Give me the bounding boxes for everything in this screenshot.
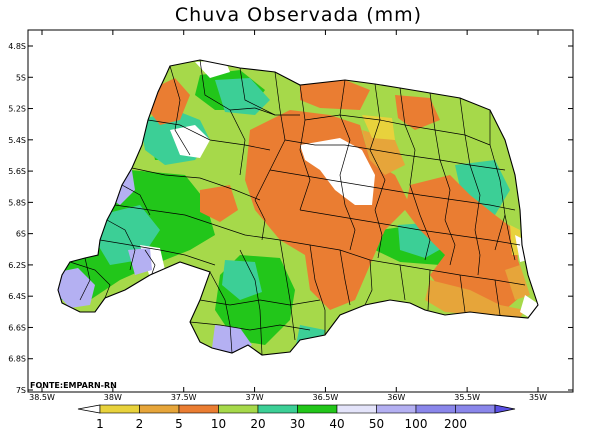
colorbar-label: 10 <box>211 417 226 431</box>
lon-tick-label: 35W <box>529 393 547 402</box>
rainfall-zone-white-northwest <box>170 125 210 158</box>
rainfall-zone-white-central <box>300 138 375 205</box>
colorbar-min-arrow <box>77 404 101 414</box>
map-title: Chuva Observada (mm) <box>174 4 423 26</box>
colorbar-label: 100 <box>405 417 428 431</box>
rainfall-zone-lavender-west <box>58 268 95 308</box>
colorbar-label: 5 <box>175 417 183 431</box>
lat-tick-label: 6.8S <box>8 355 26 364</box>
colorbar-segment <box>297 404 338 414</box>
rainfall-zone-gold-east <box>505 265 530 300</box>
lat-tick-label: 5S <box>16 73 26 82</box>
colorbar-label: 2 <box>136 417 144 431</box>
lat-tick-label: 4.8S <box>8 42 26 51</box>
municipality-boundaries <box>69 60 526 355</box>
latitude-axis: 4.8S 5S 5.2S 5.4S 5.6S 5.8S 6S 6.2S 6.4S 6.6S 6.8S… <box>8 42 573 395</box>
lat-tick-label: 6S <box>16 230 26 239</box>
lon-tick-label: 37W <box>246 393 264 402</box>
rainfall-zone-orange-northeast <box>395 95 440 130</box>
rainfall-zone-orange-north <box>300 80 370 110</box>
colorbar-segment <box>178 404 219 414</box>
lat-tick-label: 5.6S <box>8 167 26 176</box>
colorbar-label: 40 <box>329 417 344 431</box>
lat-tick-label: 7S <box>16 386 26 395</box>
colorbar-label: 1 <box>96 417 104 431</box>
colorbar-label: 50 <box>369 417 384 431</box>
rainfall-zone-orange-west <box>200 185 238 222</box>
colorbar-label: 20 <box>250 417 265 431</box>
lat-tick-label: 5.4S <box>8 136 26 145</box>
lon-tick-label: 37.5W <box>171 393 197 402</box>
lat-tick-label: 5.2S <box>8 105 26 114</box>
rainfall-zone-teal-south <box>222 260 262 300</box>
colorbar-max-arrow <box>494 404 516 414</box>
lon-tick-label: 36W <box>387 393 405 402</box>
rainfall-zone-orange-east <box>405 175 528 310</box>
lat-tick-label: 6.4S <box>8 292 26 301</box>
lon-tick-label: 36.5W <box>313 393 339 402</box>
colorbar-label: 200 <box>444 417 467 431</box>
colorbar-segment <box>257 404 298 414</box>
lat-tick-label: 6.2S <box>8 261 26 270</box>
colorbar-label: 30 <box>290 417 305 431</box>
colorbar-segment <box>139 404 180 414</box>
rainfall-zone-gold-southeast <box>425 280 525 318</box>
lon-tick-label: 38W <box>104 393 122 402</box>
colorbar-segment <box>376 404 417 414</box>
rainfall-zone-white-southeast <box>520 295 538 318</box>
source-label: FONTE:EMPARN-RN <box>30 381 117 390</box>
lon-tick-label: 35.5W <box>454 393 480 402</box>
colorbar-segment <box>336 404 377 414</box>
lat-tick-label: 6.6S <box>8 323 26 332</box>
colorbar-segment <box>455 404 496 414</box>
colorbar: 1 2 5 10 20 30 40 50 100 200 <box>77 404 516 431</box>
colorbar-segment <box>415 404 456 414</box>
lon-tick-label: 38.5W <box>29 393 55 402</box>
colorbar-segment <box>218 404 259 414</box>
lat-tick-label: 5.8S <box>8 198 26 207</box>
rainfall-zone-orange-central <box>245 110 410 310</box>
colorbar-segment <box>99 404 140 414</box>
longitude-axis: 38.5W 38W 37.5W 37W 36.5W 36W 35.5W 35W <box>29 30 547 402</box>
